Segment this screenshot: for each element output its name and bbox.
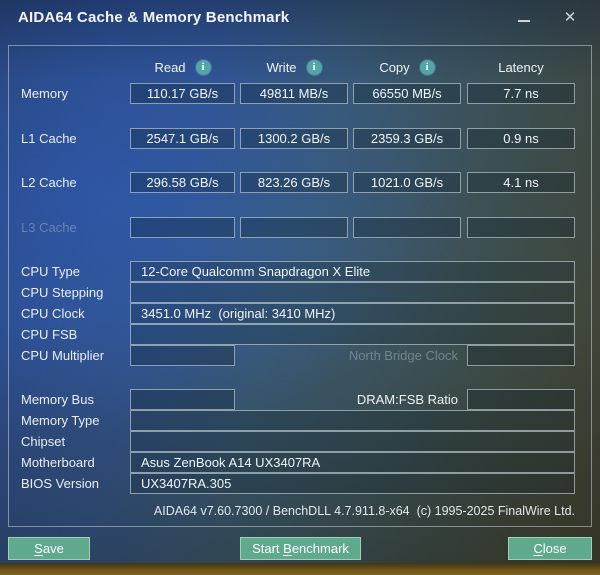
dram-fsb-ratio-label: DRAM:FSB Ratio: [356, 392, 458, 407]
column-header-copy: Copy i: [353, 57, 461, 77]
row-label-memory-bus: Memory Bus: [21, 392, 94, 407]
row-label-l3-cache: L3 Cache: [21, 220, 77, 235]
dram-fsb-ratio-value: [467, 389, 575, 410]
l1-latency-value: 0.9 ns: [467, 128, 575, 149]
read-header-label: Read: [154, 59, 186, 75]
version-footer: AIDA64 v7.60.7300 / BenchDLL 4.7.911.8-x…: [153, 504, 575, 518]
row-label-memory: Memory: [21, 86, 68, 101]
l3-write-value: [240, 217, 348, 238]
save-button-label: Save: [34, 541, 64, 556]
l3-copy-value: [353, 217, 461, 238]
row-label-bios-version: BIOS Version: [21, 476, 100, 491]
l3-read-value: [130, 217, 235, 238]
copy-info-icon[interactable]: i: [419, 59, 435, 75]
column-header-write: Write i: [240, 57, 348, 77]
cpu-clock-value: 3451.0 MHz (original: 3410 MHz): [130, 303, 575, 324]
latency-header-label: Latency: [498, 59, 544, 75]
memory-read-value: 110.17 GB/s: [130, 83, 235, 104]
row-label-l2-cache: L2 Cache: [21, 175, 77, 190]
write-info-icon[interactable]: i: [306, 59, 322, 75]
read-info-icon[interactable]: i: [195, 59, 211, 75]
memory-latency-value: 7.7 ns: [467, 83, 575, 104]
desktop-background-strip: [0, 563, 600, 575]
bios-version-value: UX3407RA.305: [130, 473, 575, 494]
row-label-memory-type: Memory Type: [21, 413, 100, 428]
column-header-read: Read i: [130, 57, 235, 77]
row-label-cpu-type: CPU Type: [21, 264, 81, 279]
close-window-button[interactable]: ✕: [548, 0, 592, 34]
north-bridge-clock-label: North Bridge Clock: [348, 348, 458, 363]
north-bridge-clock-value: [467, 345, 575, 366]
row-label-cpu-fsb: CPU FSB: [21, 327, 78, 342]
memory-write-value: 49811 MB/s: [240, 83, 348, 104]
minimize-button[interactable]: [502, 4, 546, 38]
l1-read-value: 2547.1 GB/s: [130, 128, 235, 149]
minimize-icon: [518, 20, 530, 22]
row-label-cpu-multiplier: CPU Multiplier: [21, 348, 105, 363]
close-button-label: Close: [533, 541, 567, 556]
cpu-fsb-value: [130, 324, 575, 345]
row-label-cpu-stepping: CPU Stepping: [21, 285, 104, 300]
l1-write-value: 1300.2 GB/s: [240, 128, 348, 149]
row-label-motherboard: Motherboard: [21, 455, 95, 470]
l2-latency-value: 4.1 ns: [467, 172, 575, 193]
memory-bus-value: [130, 389, 235, 410]
save-button[interactable]: Save: [8, 537, 90, 560]
motherboard-value: Asus ZenBook A14 UX3407RA: [130, 452, 575, 473]
chipset-value: [130, 431, 575, 452]
l3-latency-value: [467, 217, 575, 238]
title-bar: AIDA64 Cache & Memory Benchmark ✕: [0, 0, 600, 38]
cpu-multiplier-value: [130, 345, 235, 366]
row-label-l1-cache: L1 Cache: [21, 131, 77, 146]
close-button[interactable]: Close: [508, 537, 592, 560]
start-benchmark-button[interactable]: Start Benchmark: [240, 537, 361, 560]
cpu-type-value: 12-Core Qualcomm Snapdragon X Elite: [130, 261, 575, 282]
l2-copy-value: 1021.0 GB/s: [353, 172, 461, 193]
copy-header-label: Copy: [379, 59, 410, 75]
memory-type-value: [130, 410, 575, 431]
row-label-cpu-clock: CPU Clock: [21, 306, 85, 321]
start-benchmark-button-label: Start Benchmark: [252, 541, 349, 556]
l2-read-value: 296.58 GB/s: [130, 172, 235, 193]
memory-copy-value: 66550 MB/s: [353, 83, 461, 104]
cpu-stepping-value: [130, 282, 575, 303]
l1-copy-value: 2359.3 GB/s: [353, 128, 461, 149]
row-label-chipset: Chipset: [21, 434, 66, 449]
benchmark-panel: [8, 45, 592, 527]
l2-write-value: 823.26 GB/s: [240, 172, 348, 193]
close-icon: ✕: [563, 9, 577, 26]
column-header-latency: Latency: [467, 57, 575, 77]
window-title: AIDA64 Cache & Memory Benchmark: [18, 9, 290, 26]
write-header-label: Write: [266, 59, 297, 75]
